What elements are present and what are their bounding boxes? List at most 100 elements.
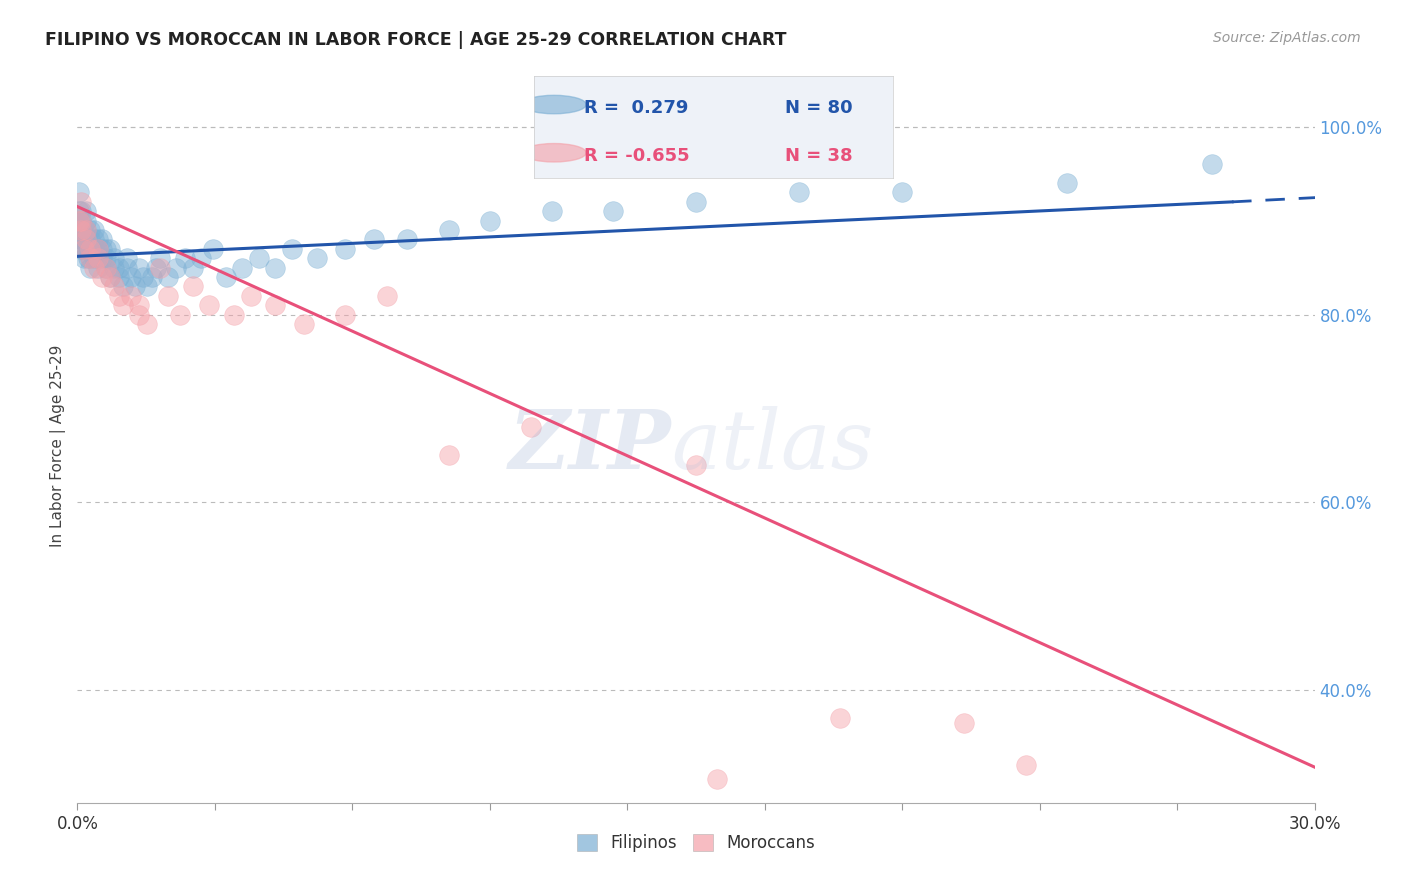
Point: [136, 279, 159, 293]
Point: [75, 232, 97, 246]
Y-axis label: In Labor Force | Age 25-29: In Labor Force | Age 25-29: [51, 345, 66, 547]
Point: [87, 242, 110, 256]
Point: [1201, 157, 1223, 171]
Point: [120, 270, 142, 285]
Point: [96, 242, 118, 256]
Point: [75, 223, 97, 237]
Point: [83, 242, 105, 256]
Point: [136, 317, 159, 331]
Point: [79, 242, 101, 256]
Point: [75, 204, 97, 219]
Point: [87, 251, 110, 265]
Point: [79, 223, 101, 237]
Point: [602, 204, 624, 219]
Point: [231, 260, 253, 275]
Point: [75, 223, 97, 237]
Point: [76, 251, 98, 265]
Point: [75, 232, 97, 246]
Point: [437, 223, 460, 237]
Point: [157, 289, 180, 303]
Point: [103, 260, 125, 275]
Point: [264, 260, 287, 275]
Point: [128, 308, 150, 322]
Point: [70, 242, 93, 256]
Point: [120, 289, 142, 303]
Point: [157, 270, 180, 285]
Point: [107, 270, 129, 285]
Point: [75, 213, 97, 227]
Text: FILIPINO VS MOROCCAN IN LABOR FORCE | AGE 25-29 CORRELATION CHART: FILIPINO VS MOROCCAN IN LABOR FORCE | AG…: [45, 31, 786, 49]
Point: [115, 251, 138, 265]
Point: [67, 204, 90, 219]
Point: [79, 232, 101, 246]
Point: [67, 213, 90, 227]
Point: [132, 270, 155, 285]
Text: ZIP: ZIP: [509, 406, 671, 486]
Point: [96, 260, 118, 275]
Point: [305, 251, 328, 265]
Point: [98, 270, 121, 285]
Point: [222, 308, 245, 322]
Point: [173, 251, 195, 265]
Point: [70, 232, 93, 246]
Point: [292, 317, 315, 331]
Point: [67, 186, 90, 200]
Point: [128, 298, 150, 312]
Text: atlas: atlas: [671, 406, 873, 486]
Point: [181, 260, 204, 275]
Point: [437, 449, 460, 463]
Point: [115, 260, 138, 275]
Point: [363, 232, 385, 246]
Text: R = -0.655: R = -0.655: [585, 147, 690, 165]
Point: [69, 232, 91, 246]
Point: [953, 716, 976, 731]
Point: [83, 251, 105, 265]
Point: [70, 223, 93, 237]
Point: [72, 242, 94, 256]
Text: Source: ZipAtlas.com: Source: ZipAtlas.com: [1213, 31, 1361, 45]
Point: [96, 251, 118, 265]
Point: [239, 289, 262, 303]
Point: [107, 260, 129, 275]
Point: [787, 186, 810, 200]
Point: [375, 289, 398, 303]
Point: [124, 279, 146, 293]
Point: [76, 242, 98, 256]
Point: [215, 270, 238, 285]
Point: [72, 232, 94, 246]
Point: [103, 279, 125, 293]
Point: [149, 251, 172, 265]
Point: [264, 298, 287, 312]
Text: N = 38: N = 38: [785, 147, 853, 165]
Legend: Filipinos, Moroccans: Filipinos, Moroccans: [569, 827, 823, 859]
Point: [247, 251, 270, 265]
Point: [1015, 758, 1038, 772]
Point: [169, 308, 191, 322]
Point: [72, 242, 94, 256]
Point: [107, 289, 129, 303]
Point: [685, 458, 707, 472]
Circle shape: [522, 144, 586, 162]
Point: [79, 251, 101, 265]
Point: [396, 232, 419, 246]
Point: [70, 213, 93, 227]
Point: [103, 251, 125, 265]
Point: [75, 242, 97, 256]
Point: [70, 213, 93, 227]
Point: [891, 186, 914, 200]
Point: [335, 308, 357, 322]
Point: [91, 232, 114, 246]
Point: [540, 204, 562, 219]
Point: [96, 260, 118, 275]
Point: [281, 242, 304, 256]
Point: [83, 260, 105, 275]
Point: [145, 260, 167, 275]
Circle shape: [522, 95, 586, 114]
Point: [79, 251, 101, 265]
Point: [87, 232, 110, 246]
Point: [335, 242, 357, 256]
Point: [91, 242, 114, 256]
Point: [111, 298, 134, 312]
Point: [706, 772, 728, 787]
Point: [91, 270, 114, 285]
